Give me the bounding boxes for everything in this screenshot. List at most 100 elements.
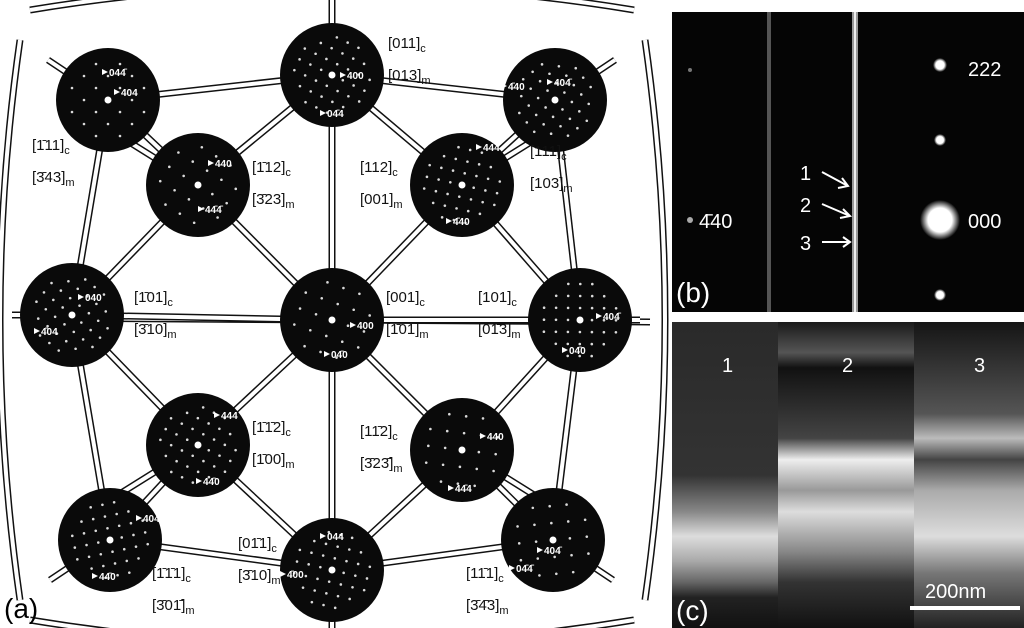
strip-label: 1: [722, 355, 733, 377]
diffraction-spot: [494, 453, 497, 456]
diffraction-spot: [298, 58, 301, 61]
diffraction-spot: [80, 321, 83, 324]
diffraction-spot: [170, 417, 173, 420]
diffraction-spot: [442, 463, 445, 466]
diffraction-spot: [567, 319, 570, 322]
zone-index: [11̄2]: [360, 423, 392, 440]
diffraction-spot: [341, 52, 344, 55]
diffraction-spot: [170, 471, 173, 474]
zone-subscript: c: [561, 151, 567, 163]
diffraction-spot: [131, 123, 134, 126]
spot-label: 404̄: [544, 546, 563, 557]
diffraction-spot: [37, 317, 40, 320]
diffraction-spot: [71, 87, 74, 90]
diffraction-pattern: 40004̄0: [280, 268, 384, 372]
diffraction-spot: [352, 57, 355, 60]
zone-axis-label: [011]c: [388, 35, 426, 55]
diffraction-spot: [135, 545, 138, 548]
diffraction-spot: [143, 111, 146, 114]
diffraction-spot: [565, 74, 568, 77]
diffraction-spot: [201, 146, 204, 149]
diffraction-spot: [90, 567, 93, 570]
diffraction-spot: [104, 310, 107, 313]
diffraction-spot: [220, 178, 223, 181]
diffraction-spot: [363, 63, 366, 66]
diffraction-spot: [589, 86, 592, 89]
diffraction-spot: [572, 571, 575, 574]
diffraction-spot: [82, 338, 85, 341]
zone-axis-label: [3̄4̄3]m: [466, 597, 509, 617]
diffraction-spot: [437, 178, 440, 181]
diffraction-spot: [580, 93, 583, 96]
zone-index: [1̄01]: [134, 289, 167, 306]
spot: [920, 200, 960, 240]
diffraction-spot: [181, 449, 184, 452]
diffraction-pattern: 0404̄04: [20, 263, 124, 367]
diffraction-spot: [342, 79, 345, 82]
diffraction-spot: [347, 95, 350, 98]
diffraction-spot: [537, 97, 540, 100]
diffraction-spot: [342, 572, 345, 575]
diffraction-spot: [535, 540, 538, 543]
panel-b: 222 000 4̄40 1 2 3 (b): [672, 12, 1024, 312]
zone-axis-label: [112]c: [360, 159, 398, 179]
zone-subscript: m: [563, 183, 572, 195]
diffraction-spot: [473, 484, 476, 487]
diffraction-spot: [186, 465, 189, 468]
diffraction-spot: [543, 330, 546, 333]
diffraction-spot: [88, 312, 91, 315]
spot-label: 440: [215, 159, 232, 170]
diffraction-spot: [320, 297, 323, 300]
zone-axis-label: [3̄10]m: [134, 321, 177, 341]
diffraction-spot: [224, 444, 227, 447]
diffraction-spot: [315, 79, 318, 82]
diffraction-spot: [458, 195, 461, 198]
diffraction-spot: [555, 572, 558, 575]
diffraction-spot: [325, 592, 328, 595]
diffraction-spot: [342, 106, 345, 109]
diffraction-spot: [303, 345, 306, 348]
zone-index: [3̄10]: [238, 567, 271, 584]
diffraction-spot: [542, 123, 545, 126]
zone-index: [1̄12]: [252, 159, 285, 176]
spot-label: 44̄0: [99, 572, 116, 583]
diffraction-spot: [63, 323, 66, 326]
diffraction-pattern: 40004̄4: [280, 23, 384, 127]
diffraction-spot: [541, 63, 544, 66]
diffraction-spot: [85, 544, 88, 547]
zone-index: [011]: [388, 35, 420, 52]
zone-subscript: m: [285, 459, 294, 471]
diffraction-spot: [106, 527, 109, 530]
diffraction-spot: [531, 71, 534, 74]
diffraction-spot: [195, 182, 202, 189]
zone-axis-label: [1̄11]c: [32, 137, 70, 157]
diffraction-pattern: 044̄404: [56, 48, 160, 152]
diffraction-spot: [516, 525, 519, 528]
diffraction-spot: [567, 520, 570, 523]
diffraction-spot: [91, 346, 94, 349]
diffraction-spot: [325, 335, 328, 338]
diffraction-spot: [357, 563, 360, 566]
diffraction-spot: [569, 537, 572, 540]
zone-subscript: m: [285, 199, 294, 211]
zone-axis-label: [3̄23̄]m: [360, 455, 403, 475]
diffraction-spot: [67, 280, 70, 283]
diffraction-spot: [336, 303, 339, 306]
spot-label: 44̄4: [455, 484, 472, 495]
diffraction-spot: [352, 84, 355, 87]
diffraction-spot: [467, 210, 470, 213]
spot-label: 222: [968, 59, 1001, 81]
diffraction-spot: [71, 111, 74, 114]
diffraction-spot: [347, 324, 350, 327]
diffraction-spot: [76, 558, 79, 561]
diffraction-spot: [425, 461, 428, 464]
diffraction-spot: [325, 85, 328, 88]
diffraction-spot: [144, 531, 147, 534]
zone-index: [3̄10]: [134, 321, 167, 338]
diffraction-spot: [357, 47, 360, 50]
diffraction-spot: [326, 281, 329, 284]
diffraction-spot: [554, 342, 557, 345]
diffraction-spot: [309, 63, 312, 66]
diffraction-spot: [548, 505, 551, 508]
diffraction-spot: [555, 318, 558, 321]
